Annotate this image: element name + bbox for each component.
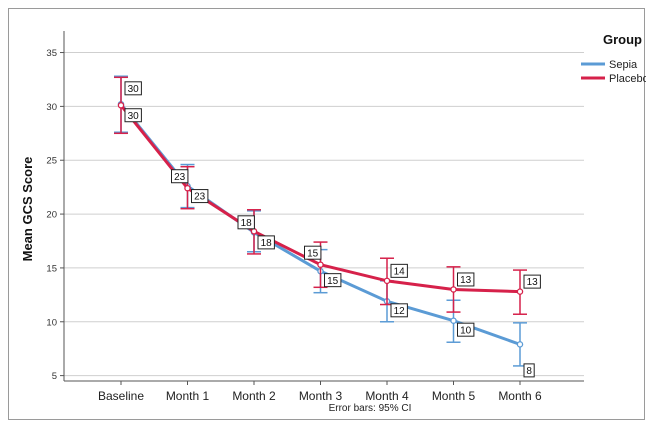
label-placebo-0-box	[124, 81, 142, 96]
label-sepia-1: 23	[191, 189, 209, 204]
y-tick-label-5: 5	[52, 371, 57, 382]
label-placebo-2-box	[237, 215, 255, 230]
point-placebo-2	[250, 228, 258, 235]
label-placebo-1-text: 23	[174, 172, 186, 183]
y-tick-label-10: 10	[46, 317, 57, 328]
label-sepia-1-text: 23	[194, 192, 206, 203]
legend-item-sepia: Sepia	[581, 59, 638, 71]
label-placebo-0: 30	[124, 81, 142, 96]
label-sepia-3: 15	[324, 273, 342, 288]
point-sepia-5	[450, 317, 457, 324]
label-sepia-4-text: 12	[394, 306, 406, 317]
label-sepia-0: 30	[124, 108, 142, 123]
y-axis-label: Mean GCS Score	[20, 157, 35, 262]
label-placebo-4-box	[390, 263, 408, 278]
label-placebo-0-text: 30	[128, 84, 140, 95]
gcs-line-chart: 5 10 15 20 25 30 35 Baseline Month 1 Month 2 Month…	[20, 31, 649, 414]
label-sepia-3-box	[324, 273, 342, 288]
point-placebo-0	[117, 102, 125, 109]
label-sepia-4: 12	[390, 303, 408, 318]
label-placebo-3: 15	[304, 245, 322, 260]
label-placebo-2-text: 18	[241, 218, 253, 229]
y-tick-label-20: 20	[46, 210, 57, 221]
label-placebo-5-text: 13	[460, 275, 472, 286]
legend-label-placebo: Placebo	[609, 73, 646, 85]
label-placebo-4-text: 14	[394, 266, 406, 277]
label-sepia-2-text: 18	[261, 238, 273, 249]
y-tick-label-25: 25	[46, 156, 57, 167]
x-tick-label-6: Month 6	[498, 389, 542, 403]
label-sepia-1-box	[191, 189, 209, 204]
y-tick-label-15: 15	[46, 263, 57, 274]
label-placebo-6-box	[523, 274, 541, 289]
series-sepia	[114, 75, 527, 367]
label-sepia-2-box	[257, 235, 275, 250]
label-sepia-3-text: 15	[327, 276, 339, 287]
label-sepia-2: 18	[257, 235, 275, 250]
legend-label-sepia: Sepia	[609, 59, 638, 71]
label-sepia-5-text: 10	[460, 325, 472, 336]
label-placebo-6-text: 13	[527, 277, 539, 288]
label-placebo-1: 23	[171, 169, 189, 184]
y-tick-label-35: 35	[46, 48, 57, 59]
label-sepia-5-box	[457, 322, 475, 337]
label-sepia-4-box	[390, 303, 408, 318]
label-sepia-0-text: 30	[128, 111, 140, 122]
x-tick-label-0: Baseline	[98, 389, 144, 403]
axes: 5 10 15 20 25 30 35 Baseline Month 1 Month 2 Month…	[46, 31, 584, 403]
label-sepia-5: 10	[457, 322, 475, 337]
error-bars-footnote: Error bars: 95% CI	[329, 403, 412, 414]
label-sepia-6: 8	[523, 363, 535, 378]
label-placebo-2: 18	[237, 215, 255, 230]
label-sepia-6-text: 8	[526, 366, 532, 377]
chart-frame: 5 10 15 20 25 30 35 Baseline Month 1 Month 2 Month…	[8, 8, 649, 420]
point-placebo-6	[516, 288, 524, 295]
label-sepia-0-box	[124, 108, 142, 123]
label-sepia-6-box	[523, 363, 535, 378]
label-placebo-5: 13	[457, 272, 475, 287]
point-placebo-3	[317, 261, 324, 268]
x-tick-label-5: Month 5	[432, 389, 476, 403]
point-placebo-5	[450, 286, 457, 293]
point-sepia-6	[516, 341, 524, 348]
data-labels: 30 23 18 15 12 10 8 30 23 18 15 14 13 13	[124, 81, 541, 378]
legend: Group Sepia Placebo	[581, 32, 649, 85]
label-placebo-1-box	[171, 169, 189, 184]
y-tick-label-30: 30	[46, 102, 57, 113]
label-placebo-4: 14	[390, 263, 408, 278]
label-placebo-6: 13	[523, 274, 541, 289]
x-tick-label-1: Month 1	[166, 389, 210, 403]
label-placebo-5-box	[457, 272, 475, 287]
legend-item-placebo: Placebo	[581, 73, 649, 85]
series-line-sepia	[119, 103, 521, 346]
series-placebo	[114, 76, 527, 315]
point-placebo-1	[184, 184, 191, 192]
x-tick-label-3: Month 3	[299, 389, 343, 403]
label-placebo-3-box	[304, 245, 322, 260]
legend-title: Group	[603, 32, 642, 47]
x-tick-label-2: Month 2	[232, 389, 276, 403]
x-tick-label-4: Month 4	[365, 389, 409, 403]
label-placebo-3-text: 15	[307, 248, 319, 259]
series-layer	[114, 75, 527, 367]
grid-lines	[64, 52, 584, 377]
point-placebo-4	[383, 277, 391, 285]
